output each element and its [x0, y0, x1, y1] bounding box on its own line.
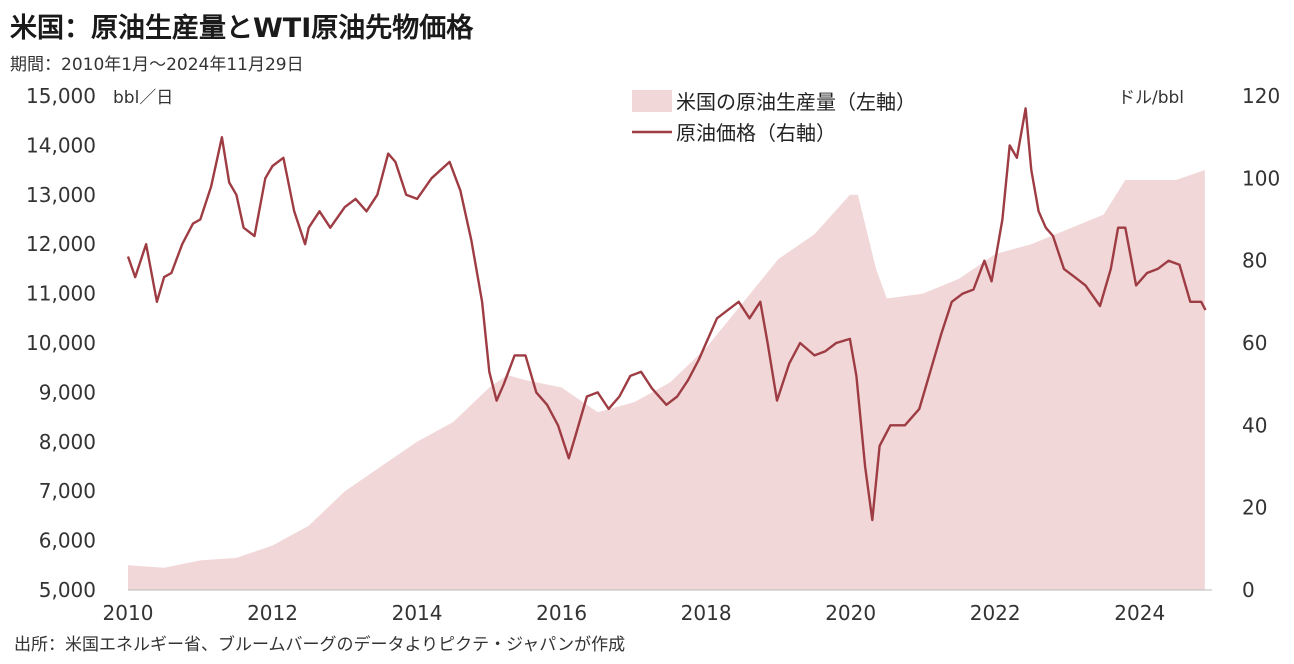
y-right-tick-label: 20	[1242, 496, 1267, 520]
x-tick-label: 2018	[681, 601, 732, 625]
y-right-tick-label: 60	[1242, 331, 1267, 355]
price-line-layer	[126, 107, 1207, 522]
y-right-tick-label: 100	[1242, 166, 1280, 190]
y-right-tick-label: 80	[1242, 249, 1267, 273]
x-tick-label: 2016	[536, 601, 587, 625]
x-tick-label: 2020	[825, 601, 876, 625]
x-tick-label: 2014	[392, 601, 443, 625]
y-left-tick-label: 12,000	[26, 232, 96, 256]
y-left-tick-label: 14,000	[26, 133, 96, 157]
legend-swatch-production	[632, 90, 672, 112]
legend-label-production: 米国の原油生産量（左軸）	[676, 90, 916, 114]
y-left-tick-label: 11,000	[26, 282, 96, 306]
y-left-tick-label: 5,000	[39, 578, 96, 602]
price-line	[126, 107, 1207, 522]
production-area	[128, 170, 1205, 590]
y-left-tick-label: 6,000	[39, 529, 96, 553]
right-axis-unit: ドル/bbl	[1118, 88, 1184, 108]
x-tick-label: 2022	[970, 601, 1021, 625]
y-left-tick-label: 7,000	[39, 479, 96, 503]
left-axis-unit: bbl／日	[113, 88, 173, 108]
y-right-tick-label: 40	[1242, 413, 1267, 437]
y-left-tick-label: 15,000	[26, 84, 96, 108]
legend: 米国の原油生産量（左軸） 原油価格（右軸）	[632, 90, 916, 145]
x-tick-label: 2012	[247, 601, 298, 625]
y-left-tick-label: 13,000	[26, 183, 96, 207]
y-right-tick-label: 0	[1242, 578, 1255, 602]
y-right-tick-label: 120	[1242, 84, 1280, 108]
axis-layer: 2010 2012 2014 2016 2018 2020 2022 2024 15,000 14…	[26, 84, 1280, 625]
production-area-layer	[128, 170, 1205, 590]
x-tick-label: 2024	[1114, 601, 1165, 625]
y-left-tick-label: 10,000	[26, 331, 96, 355]
y-left-tick-label: 9,000	[39, 380, 96, 404]
chart-period: 期間：2010年1月～2024年11月29日	[10, 55, 304, 75]
legend-label-price: 原油価格（右軸）	[676, 121, 836, 145]
chart-title: 米国：原油生産量とWTI原油先物価格	[10, 13, 474, 44]
x-tick-label: 2010	[103, 601, 154, 625]
chart-source: 出所：米国エネルギー省、ブルームバーグのデータよりピクテ・ジャパンが作成	[14, 635, 626, 655]
y-left-tick-label: 8,000	[39, 430, 96, 454]
